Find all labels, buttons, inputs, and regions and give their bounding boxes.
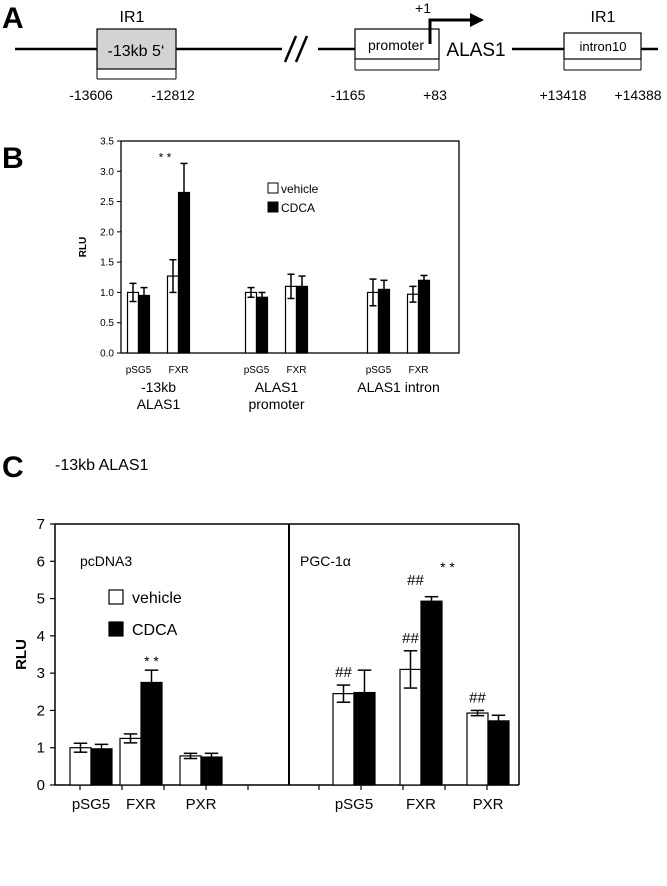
y-axis-label: RLU <box>78 237 89 258</box>
bar-cdca <box>417 279 431 354</box>
upstream-ir1-tag: IR1 <box>120 9 145 26</box>
tss-arrow-icon <box>428 18 472 44</box>
tss-arrowhead-icon <box>470 13 484 27</box>
bar-cdca <box>255 296 269 354</box>
legend-swatch-cdca <box>267 201 279 213</box>
category-label: pSG5 <box>126 365 152 376</box>
category-label: pSG5 <box>72 796 110 813</box>
group-label: -13kb <box>141 379 176 395</box>
promoter-label: promoter <box>368 37 424 53</box>
y-tick-label: 6 <box>37 553 45 570</box>
y-tick-label: 2.5 <box>100 197 114 208</box>
category-label: FXR <box>409 365 429 376</box>
panel-a-letter: A <box>2 2 24 35</box>
legend-swatch-vehicle <box>267 182 279 194</box>
y-tick-label: 3 <box>37 665 45 682</box>
section-label: pcDNA3 <box>80 553 132 569</box>
intron-label: intron10 <box>580 39 627 54</box>
group-label: promoter <box>248 396 304 412</box>
legend-swatch-vehicle <box>108 589 124 605</box>
chart-b: 0.0 0.5 1.0 1.5 2.0 2.5 3.0 3.5 RLU pSG5 FXR * * -13… <box>78 137 460 412</box>
chart-c-title: -13kb ALAS1 <box>55 457 149 474</box>
y-tick-label: 3.0 <box>100 167 114 178</box>
legend-swatch-cdca <box>108 621 124 637</box>
significance-label: ## <box>402 630 419 647</box>
bar-vehicle <box>69 747 92 786</box>
bar-cdca <box>420 600 443 786</box>
upstream-coord-end: -12812 <box>151 87 195 103</box>
bar-vehicle <box>406 293 420 354</box>
promoter-coord-start: -1165 <box>331 87 366 103</box>
intron-coord-end: +14388 <box>614 87 661 103</box>
category-label: pSG5 <box>244 365 270 376</box>
y-tick-label: 2 <box>37 702 45 719</box>
y-tick-label: 0.0 <box>100 349 114 360</box>
bar-vehicle <box>466 712 489 786</box>
panel-b: B 0.0 0.5 1.0 1.5 2.0 2.5 3.0 3.5 RLU pSG5 FXR * * -… <box>2 137 460 412</box>
legend-label-vehicle: vehicle <box>132 590 182 607</box>
significance-label: ## <box>469 689 486 706</box>
upstream-coord-start: -13606 <box>69 87 113 103</box>
section-label: PGC-1α <box>300 553 351 569</box>
category-label: FXR <box>406 796 436 813</box>
bar-vehicle <box>179 755 202 786</box>
axis-break-mark-2 <box>294 35 309 63</box>
legend-label-vehicle: vehicle <box>281 182 319 196</box>
y-axis-label: RLU <box>13 639 30 670</box>
panel-c: C -13kb ALAS1 0 1 2 3 4 5 6 7 RLU pcDNA3 pSG5 FXR * … <box>2 451 520 813</box>
upstream-element-label: -13kb 5‘ <box>108 43 165 60</box>
bar-cdca <box>137 294 151 354</box>
group-label: ALAS1 intron <box>357 379 440 395</box>
category-label: FXR <box>126 796 156 813</box>
panel-c-letter: C <box>2 451 24 484</box>
y-tick-label: 1.5 <box>100 258 114 269</box>
y-tick-label: 7 <box>37 516 45 533</box>
significance-label: * * <box>159 150 172 164</box>
category-label: FXR <box>287 365 307 376</box>
bar-cdca <box>140 681 163 786</box>
legend-label-cdca: CDCA <box>281 201 315 215</box>
bar-vehicle <box>119 737 142 786</box>
gene-name: ALAS1 <box>446 40 505 61</box>
y-tick-label: 0 <box>37 777 45 794</box>
bar-cdca <box>487 720 510 786</box>
bar-vehicle <box>244 291 258 354</box>
bar-vehicle <box>332 693 355 786</box>
panel-a: A -13kb 5‘ IR1 -13606 -12812 promoter +1… <box>2 0 662 103</box>
promoter-box <box>354 28 440 60</box>
category-label: PXR <box>186 796 217 813</box>
legend-label-cdca: CDCA <box>132 622 178 639</box>
y-tick-label: 2.0 <box>100 227 114 238</box>
significance-label: ## <box>407 572 424 589</box>
intron-ir1-tag: IR1 <box>591 9 616 26</box>
chart-c: 0 1 2 3 4 5 6 7 RLU pcDNA3 pSG5 FXR * * PXR PGC-1α pSG5… <box>13 516 520 813</box>
y-tick-label: 3.5 <box>100 137 114 148</box>
panel-b-letter: B <box>2 142 24 175</box>
significance-label: * * <box>144 653 159 669</box>
category-label: pSG5 <box>335 796 373 813</box>
y-tick-label: 1 <box>37 740 45 757</box>
significance-label: ## <box>335 664 352 681</box>
axis-break-mark-1 <box>283 35 298 63</box>
promoter-coord-end: +83 <box>423 87 447 103</box>
tss-label: +1 <box>415 0 431 16</box>
group-label: ALAS1 <box>255 379 299 395</box>
category-label: pSG5 <box>366 365 392 376</box>
bar-cdca <box>90 748 113 786</box>
intron-box <box>563 32 642 60</box>
y-tick-label: 1.0 <box>100 288 114 299</box>
y-tick-label: 4 <box>37 628 45 645</box>
upstream-element-box <box>96 28 177 70</box>
category-label: PXR <box>473 796 504 813</box>
category-label: FXR <box>169 365 189 376</box>
y-tick-label: 5 <box>37 591 45 608</box>
group-label: ALAS1 <box>137 396 181 412</box>
y-tick-label: 0.5 <box>100 318 114 329</box>
significance-label: * * <box>440 559 455 575</box>
intron-coord-start: +13418 <box>539 87 586 103</box>
